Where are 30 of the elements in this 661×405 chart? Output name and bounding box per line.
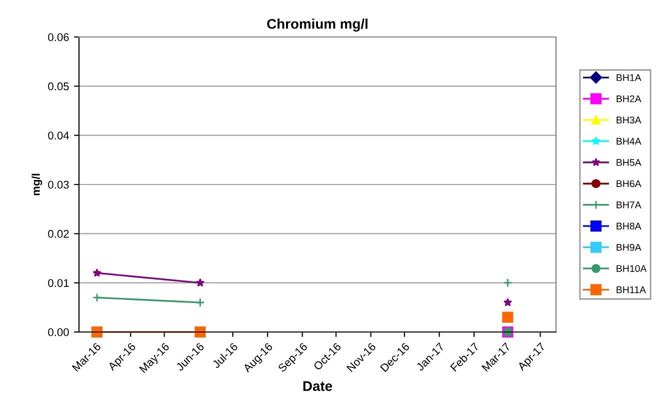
point	[196, 298, 205, 308]
chart-title: Chromium mg/l	[267, 18, 368, 32]
y-tick-label: 0.06	[48, 33, 69, 42]
point	[196, 278, 205, 287]
legend-label: BH5A	[616, 159, 642, 166]
point	[194, 326, 206, 338]
legend-label: BH9A	[616, 244, 642, 251]
y-tick-label: 0.00	[48, 328, 69, 336]
y-axis-title: mg/l	[32, 174, 42, 196]
legend-label: BH1A	[616, 74, 642, 81]
y-tick-label: 0.01	[48, 279, 69, 287]
legend-label: BH4A	[616, 138, 642, 145]
point	[92, 268, 102, 277]
legend-label: BH8A	[616, 222, 642, 230]
legend-label: BH2A	[616, 95, 642, 102]
point	[92, 293, 102, 302]
legend-label: BH7A	[616, 202, 642, 208]
y-tick-label: 0.02	[48, 230, 69, 238]
legend-label: BH10A	[616, 265, 647, 272]
legend-label: BH11A	[616, 286, 646, 294]
point	[503, 298, 512, 306]
point	[502, 312, 514, 323]
x-axis-title: Date	[303, 381, 332, 391]
point	[91, 326, 103, 338]
legend-label: BH6A	[616, 180, 642, 188]
legend-label: BH3A	[616, 116, 642, 124]
y-tick-label: 0.05	[48, 82, 69, 90]
y-tick-label: 0.03	[48, 180, 69, 189]
y-tick-label: 0.04	[48, 132, 69, 140]
point	[503, 278, 512, 288]
